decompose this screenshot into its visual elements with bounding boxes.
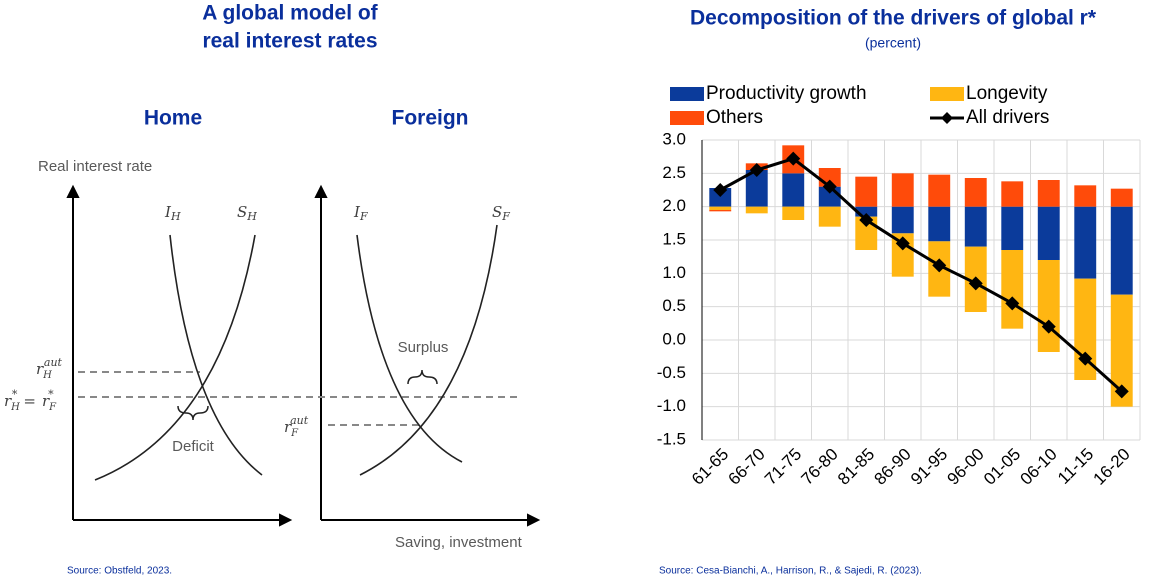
- legend-swatch: [930, 87, 964, 101]
- rate-label: rH* = rF*: [4, 388, 57, 413]
- legend-label: Others: [706, 107, 763, 128]
- x-tick-label: 91-95: [907, 445, 951, 489]
- marker: [786, 151, 801, 166]
- chart: Decomposition of the drivers of global r…: [657, 7, 1141, 577]
- bar-segment: [709, 188, 732, 207]
- panel-title: Foreign: [392, 107, 469, 130]
- bar-segment: [709, 210, 732, 212]
- curve-label: IF: [353, 203, 368, 223]
- marker: [1078, 351, 1093, 366]
- y-tick-label: -1.0: [657, 396, 686, 415]
- bar-segment: [928, 206, 951, 242]
- bar-segment: [891, 206, 914, 234]
- y-tick-label: 1.0: [662, 263, 686, 282]
- curve-label: IH: [164, 203, 181, 223]
- bar-segment: [1037, 260, 1060, 352]
- y-tick-label: -0.5: [657, 363, 686, 382]
- panel-title: Home: [144, 107, 202, 130]
- x-tick-label: 96-00: [944, 445, 988, 489]
- bar-segment: [1110, 294, 1133, 407]
- x-tick-label: 76-80: [798, 445, 842, 489]
- bar-segment: [1001, 206, 1024, 250]
- line: [719, 157, 1123, 393]
- bar-segment: [818, 206, 841, 227]
- annotation: Deficit: [172, 438, 215, 455]
- y-tick-label: -1.5: [657, 429, 686, 448]
- y-tick-label: 2.0: [662, 196, 686, 215]
- x-tick-label: 11-15: [1054, 445, 1097, 488]
- bar-segment: [1110, 188, 1133, 207]
- diagram-title: A global model of: [202, 2, 378, 25]
- bar-segment: [1001, 250, 1024, 329]
- marker: [1005, 296, 1020, 311]
- legend-label: All drivers: [966, 107, 1049, 128]
- legend-swatch: [670, 111, 704, 125]
- rate-lines: [78, 371, 522, 426]
- x-axis-label: Saving, investment: [395, 534, 523, 551]
- curves: [94, 224, 498, 481]
- bar-segment: [964, 178, 987, 207]
- bar-segment: [928, 174, 951, 207]
- marker: [1041, 319, 1056, 334]
- bar-segment: [782, 206, 805, 220]
- x-tick-label: 16-20: [1090, 445, 1134, 489]
- marker: [749, 163, 764, 177]
- legend-swatch: [670, 87, 704, 101]
- marker: [713, 183, 728, 197]
- x-tick-label: 06-10: [1017, 445, 1061, 489]
- marker: [895, 236, 910, 251]
- marker: [1114, 384, 1129, 399]
- chart-title: Decomposition of the drivers of global r…: [690, 7, 1097, 30]
- bar-segment: [1074, 185, 1097, 207]
- source: Source: Cesa-Bianchi, A., Harrison, R., …: [659, 566, 922, 577]
- brackets: [177, 369, 438, 421]
- source: Source: Obstfeld, 2023.: [67, 566, 172, 577]
- chart-subtitle: (percent): [865, 35, 921, 51]
- bar-segment: [745, 170, 768, 207]
- x-tick-label: 66-70: [725, 445, 769, 489]
- y-axis-label: Real interest rate: [38, 158, 152, 175]
- bar-segment: [1001, 181, 1024, 207]
- annotation: Surplus: [398, 339, 449, 356]
- bar-segment: [855, 176, 878, 207]
- x-tick-label: 71-75: [761, 445, 805, 489]
- legend-swatch: [941, 112, 953, 124]
- bar-segment: [891, 173, 914, 207]
- bar-segment: [745, 206, 768, 214]
- marker: [968, 276, 983, 291]
- y-tick-label: 2.5: [662, 163, 686, 182]
- rate-label: rFaut: [284, 414, 309, 439]
- axes: [66, 184, 541, 527]
- legend-label: Productivity growth: [706, 83, 867, 104]
- x-tick-label: 81-85: [834, 445, 878, 489]
- y-tick-label: 0.5: [662, 296, 686, 315]
- bar-segment: [855, 206, 878, 217]
- y-tick-label: 3.0: [662, 129, 686, 148]
- curve-label: SF: [492, 203, 510, 223]
- marker: [859, 213, 874, 227]
- diagram: A global model of real interest rates Ho…: [4, 2, 541, 577]
- bar-segment: [964, 206, 987, 247]
- rate-label: rHaut: [36, 356, 63, 381]
- diagram-title: real interest rates: [202, 30, 377, 53]
- x-tick-label: 61-65: [688, 445, 732, 489]
- y-tick-label: 0.0: [662, 329, 686, 348]
- legend-label: Longevity: [966, 83, 1048, 104]
- y-tick-label: 1.5: [662, 229, 686, 248]
- bar-segment: [1037, 206, 1060, 260]
- bar-segment: [1110, 206, 1133, 295]
- bar-segment: [1037, 180, 1060, 207]
- bar-segment: [709, 206, 732, 210]
- bar-segment: [782, 173, 805, 207]
- marker: [932, 258, 947, 273]
- curve-label: SH: [237, 203, 257, 223]
- x-tick-label: 86-90: [871, 445, 915, 489]
- bar-segment: [1074, 206, 1097, 279]
- x-tick-label: 01-05: [980, 445, 1024, 489]
- marker: [822, 179, 837, 194]
